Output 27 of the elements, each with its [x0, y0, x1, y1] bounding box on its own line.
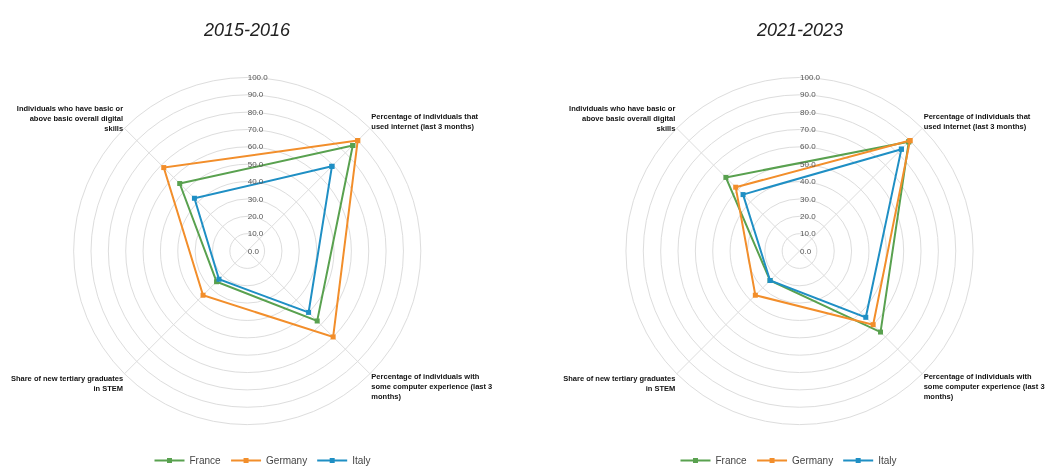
y-tick-label: 70.0 — [247, 125, 264, 135]
legend-label: France — [715, 455, 748, 467]
y-tick-label: 30.0 — [800, 194, 817, 204]
chart-title: 2021-2023 — [756, 20, 844, 40]
y-tick-label: 20.0 — [800, 211, 817, 221]
legend-label: Italy — [352, 455, 371, 467]
y-tick-label: 10.0 — [247, 229, 264, 239]
y-tick-label: 100.0 — [247, 73, 269, 83]
legend-label: Germany — [266, 455, 308, 467]
y-tick-label: 0.0 — [247, 246, 260, 256]
y-tick-label: 100.0 — [800, 73, 821, 83]
y-tick-label: 80.0 — [247, 107, 264, 117]
y-tick-label: 70.0 — [800, 125, 817, 135]
y-tick-label: 60.0 — [800, 142, 817, 152]
y-tick-label: 60.0 — [247, 142, 264, 152]
y-tick-label: 90.0 — [800, 90, 817, 100]
chart-title: 2015-2016 — [203, 20, 292, 40]
y-tick-label: 20.0 — [247, 211, 264, 221]
y-tick-label: 30.0 — [247, 194, 264, 204]
y-tick-label: 80.0 — [800, 107, 817, 117]
y-tick-label: 40.0 — [800, 177, 817, 187]
legend-label: Italy — [878, 455, 897, 467]
y-tick-label: 10.0 — [800, 229, 817, 239]
y-tick-label: 90.0 — [247, 90, 264, 100]
y-tick-label: 0.0 — [800, 246, 812, 256]
legend-label: Germany — [792, 455, 834, 467]
legend-label: France — [189, 455, 222, 467]
